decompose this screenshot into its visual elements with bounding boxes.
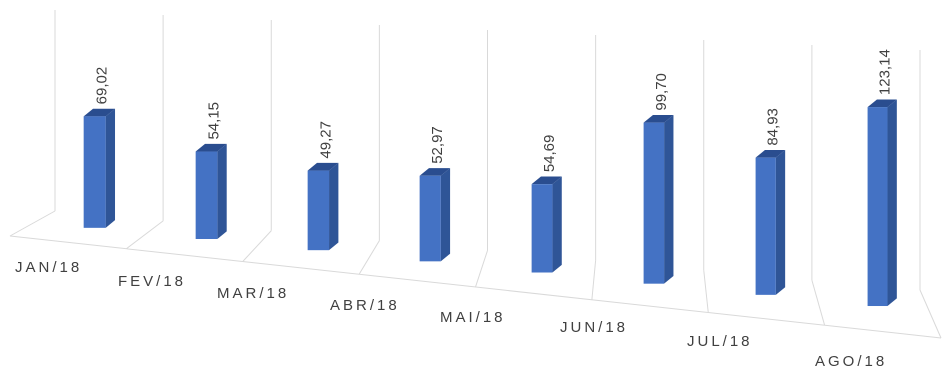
bar-front — [307, 170, 330, 251]
bar-jul-18 — [755, 150, 786, 295]
floor-front-edge — [9, 235, 942, 339]
bar-mai-18 — [531, 176, 562, 273]
value-label: 123,14 — [877, 49, 894, 95]
floor-divider — [475, 250, 488, 288]
bar-mar-18 — [307, 162, 339, 251]
bar-front — [419, 175, 441, 262]
bar-front — [83, 116, 106, 228]
value-label: 99,70 — [653, 73, 670, 111]
category-label: AGO/18 — [815, 353, 887, 370]
bar-top — [531, 176, 562, 185]
value-label: 49,27 — [317, 121, 334, 159]
floor-divider — [358, 240, 380, 275]
bar-top — [307, 162, 339, 171]
value-labels: 69,02 54,15 49,27 52,97 54,69 99,70 84,93 123,1… — [94, 49, 894, 172]
value-label: 54,69 — [541, 135, 558, 173]
bar-front — [531, 184, 553, 273]
bar-side — [105, 108, 116, 228]
category-labels: JAN/18 FEV/18 MAR/18 ABR/18 MAI/18 JUN/18 JUL/… — [15, 259, 887, 370]
value-label: 52,97 — [429, 126, 446, 164]
bar-front — [195, 151, 218, 240]
category-label: JUN/18 — [560, 319, 628, 336]
value-label: 69,02 — [94, 67, 111, 105]
category-label: ABR/18 — [330, 297, 400, 314]
floor-divider — [703, 270, 709, 313]
category-label: FEV/18 — [118, 273, 186, 290]
bar-top — [419, 168, 451, 176]
bar-front — [643, 122, 665, 284]
floor-divider — [9, 210, 56, 237]
category-label: MAR/18 — [217, 285, 289, 302]
bar-top — [643, 114, 674, 123]
value-label: 54,15 — [206, 102, 223, 140]
bar-ago-18 — [867, 99, 897, 307]
bar-jan-18 — [83, 108, 116, 228]
bar-top — [83, 108, 116, 117]
floor-divider — [919, 289, 942, 339]
bar-front — [867, 107, 888, 307]
bar-side — [329, 162, 339, 251]
bar-side — [887, 99, 897, 307]
bar-jun-18 — [643, 114, 674, 284]
bars — [83, 99, 897, 307]
bar-side — [775, 150, 786, 295]
bar-side — [217, 143, 227, 240]
bar-abr-18 — [419, 168, 451, 262]
bar-side — [552, 176, 562, 273]
category-label: JAN/18 — [15, 259, 82, 276]
grid-walls — [9, 10, 942, 339]
floor-divider — [242, 230, 272, 262]
floor-divider — [591, 260, 597, 300]
bar-front — [755, 157, 776, 295]
bar-side — [440, 168, 451, 262]
bar-top — [867, 99, 897, 108]
bar-top — [755, 150, 786, 158]
floor-divider — [126, 220, 164, 250]
bar-top — [195, 143, 227, 152]
value-label: 84,93 — [765, 108, 782, 146]
category-label: JUL/18 — [687, 333, 753, 350]
bar-side — [664, 114, 674, 284]
category-label: MAI/18 — [440, 309, 506, 326]
bar-fev-18 — [195, 143, 227, 240]
floor-divider — [811, 279, 826, 326]
